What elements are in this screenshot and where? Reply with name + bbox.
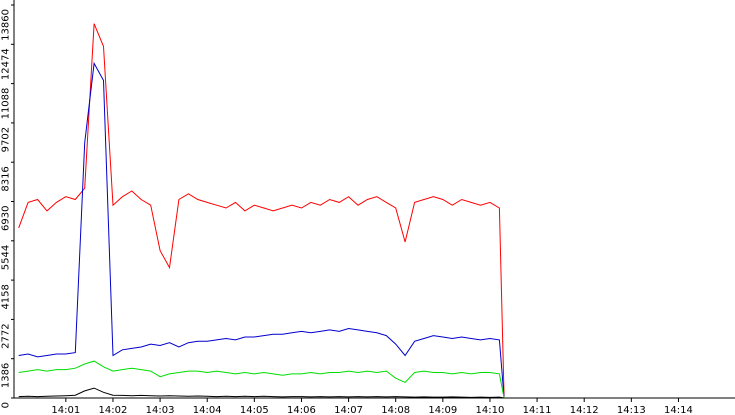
x-tick-label: 14:14 <box>664 405 693 415</box>
x-tick-label: 14:09 <box>428 405 457 415</box>
series-line <box>18 360 505 399</box>
x-tick-label: 14:03 <box>146 405 175 415</box>
y-tick-label: 1386 <box>0 363 11 388</box>
y-tick-label: 11088 <box>0 88 11 120</box>
x-tick-label: 14:11 <box>523 405 552 415</box>
y-tick-label: 8316 <box>0 166 11 191</box>
x-tick-label: 14:05 <box>240 405 269 415</box>
y-tick-label: 13860 <box>0 9 11 41</box>
y-tick-label: 4158 <box>0 284 11 309</box>
series-line <box>18 61 505 399</box>
x-tick-label: 14:01 <box>51 405 80 415</box>
x-tick-label: 14:07 <box>334 405 363 415</box>
y-tick-label: 0 <box>0 402 11 408</box>
y-tick-label: 5544 <box>0 245 11 270</box>
x-tick-label: 14:02 <box>99 405 128 415</box>
x-tick-label: 14:13 <box>617 405 646 415</box>
y-tick-label: 9702 <box>0 127 11 152</box>
x-tick-label: 14:12 <box>570 405 599 415</box>
x-tick-label: 14:08 <box>381 405 410 415</box>
y-tick-label: 12474 <box>0 48 11 80</box>
x-tick-label: 14:04 <box>193 405 222 415</box>
y-tick-label: 2772 <box>0 323 11 348</box>
y-tick-label: 6930 <box>0 206 11 231</box>
x-tick-label: 14:06 <box>287 405 316 415</box>
x-tick-label: 14:10 <box>476 405 505 415</box>
series-line <box>18 387 505 399</box>
series-line <box>18 23 505 399</box>
